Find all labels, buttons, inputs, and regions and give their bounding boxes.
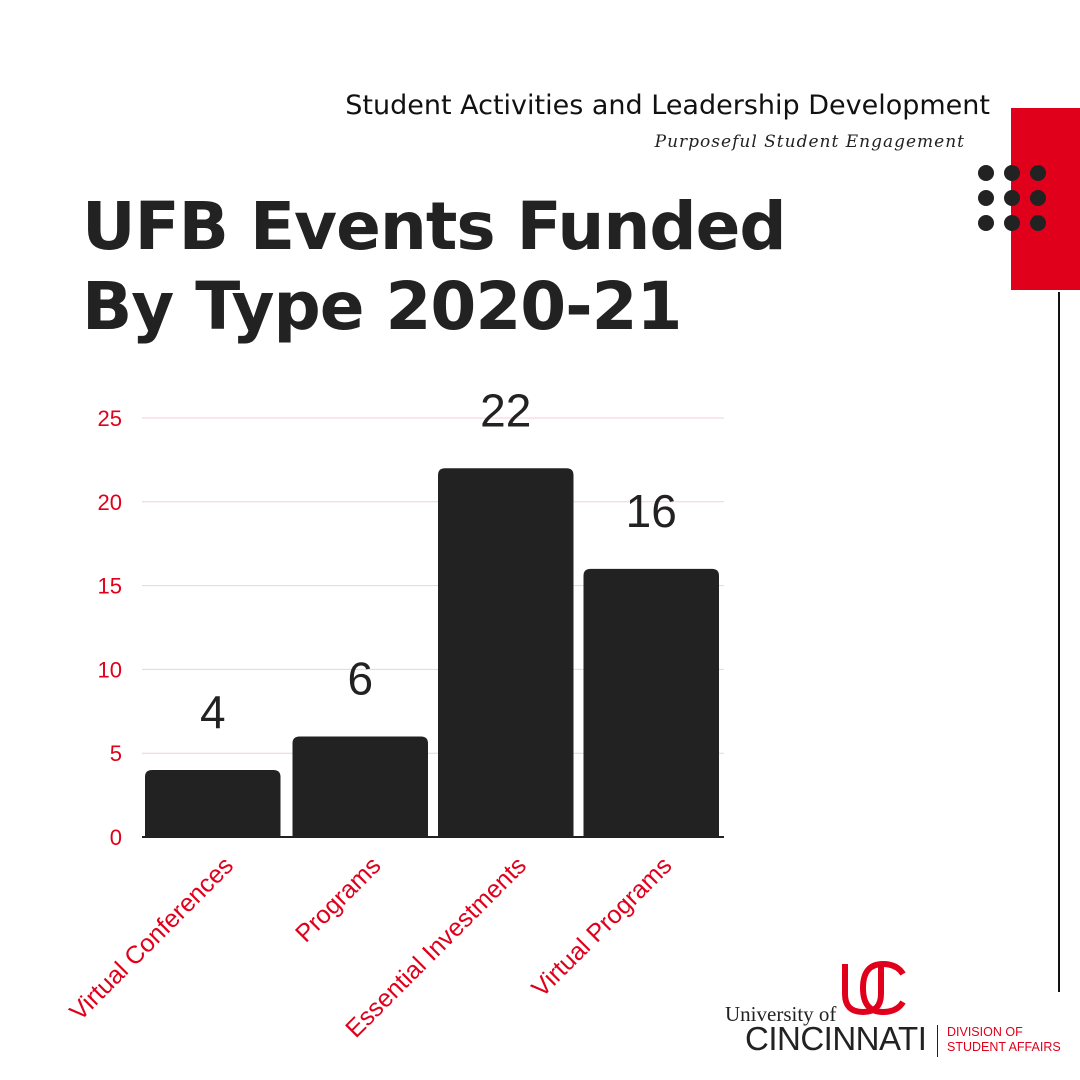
uc-logo-mark [842,960,906,1016]
logo-cincinnati: CINCINNATI [745,1020,927,1057]
data-label: 4 [200,686,226,738]
logo-division: DIVISION OF STUDENT AFFAIRS [947,1025,1061,1055]
x-category-label: Programs [290,851,386,947]
org-name: Student Activities and Leadership Develo… [345,90,990,121]
logo-division-line-2: STUDENT AFFAIRS [947,1040,1061,1054]
y-tick-label: 10 [98,657,122,682]
bar [292,736,428,837]
bar [438,468,574,837]
y-tick-label: 0 [110,825,122,850]
y-tick-label: 20 [98,490,122,515]
chart-title-line-1: UFB Events Funded [82,188,787,265]
bar [145,769,281,837]
bar [583,568,719,837]
logo-division-line-1: DIVISION OF [947,1025,1023,1039]
data-label: 22 [480,384,531,436]
university-logo: University of CINCINNATI DIVISION OF STU… [725,960,1070,1060]
chart-title: UFB Events Funded By Type 2020-21 [82,187,787,347]
y-tick-label: 25 [98,406,122,431]
data-label: 16 [626,485,677,537]
x-category-label: Virtual Conferences [64,851,239,1026]
y-tick-label: 15 [98,574,122,599]
y-tick-label: 5 [110,741,122,766]
logo-university-of: University of [725,1002,837,1026]
x-category-label: Virtual Programs [526,851,677,1002]
data-label: 6 [347,652,373,704]
tagline: Purposeful Student Engagement [654,132,965,152]
side-divider-line [1058,292,1060,992]
chart-title-line-2: By Type 2020-21 [82,268,682,345]
logo-separator [937,1025,938,1057]
